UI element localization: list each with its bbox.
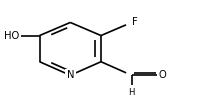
Text: H: H	[129, 88, 135, 97]
Text: N: N	[67, 70, 74, 80]
Text: HO: HO	[4, 31, 20, 41]
Text: O: O	[158, 70, 166, 80]
Text: F: F	[132, 17, 137, 27]
